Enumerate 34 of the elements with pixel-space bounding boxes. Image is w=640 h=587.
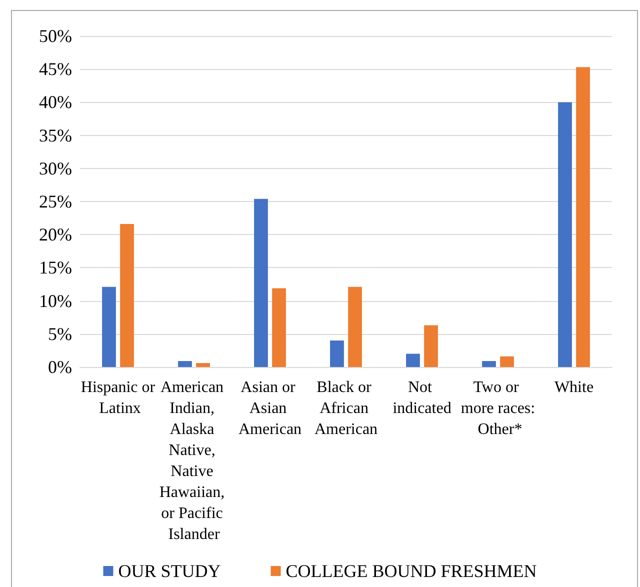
y-tick-label: 25% (39, 192, 72, 212)
x-tick-label: Not indicated (392, 379, 452, 417)
y-tick-label: 0% (48, 357, 72, 377)
y-tick-label: 30% (39, 158, 72, 178)
bar (406, 354, 420, 367)
bar (424, 325, 438, 367)
legend-label: COLLEGE BOUND FRESHMEN (286, 561, 537, 581)
x-tick-label: Hispanic or Latinx (80, 379, 156, 417)
y-tick-label: 40% (39, 92, 72, 112)
y-tick-label: 50% (39, 26, 72, 46)
bar (576, 67, 590, 367)
y-tick-label: 15% (39, 258, 72, 278)
y-tick-label: 35% (39, 125, 72, 146)
bar (102, 286, 116, 367)
bar (120, 224, 134, 367)
bar (196, 363, 210, 367)
x-tick-label: Asian or Asian American (238, 379, 302, 438)
x-tick-label: Two or more races: Other* (460, 379, 536, 438)
y-tick-label: 20% (39, 224, 72, 245)
bar (558, 102, 572, 367)
y-tick-label: 45% (39, 59, 72, 80)
bar (254, 198, 268, 367)
bar (330, 340, 344, 367)
bar (272, 288, 286, 367)
bar (348, 286, 362, 367)
legend-label: OUR STUDY (118, 561, 221, 581)
x-tick-label: White (554, 379, 594, 396)
bar (482, 361, 496, 367)
x-tick-label: American Indian, Alaska Native, Native Hawaiian, or Pacific Islander (159, 379, 229, 543)
y-tick-label: 10% (39, 290, 72, 311)
bar (500, 356, 514, 367)
bar (178, 361, 192, 367)
x-tick-label: Black or African American (314, 379, 378, 438)
y-tick-label: 5% (48, 324, 72, 344)
